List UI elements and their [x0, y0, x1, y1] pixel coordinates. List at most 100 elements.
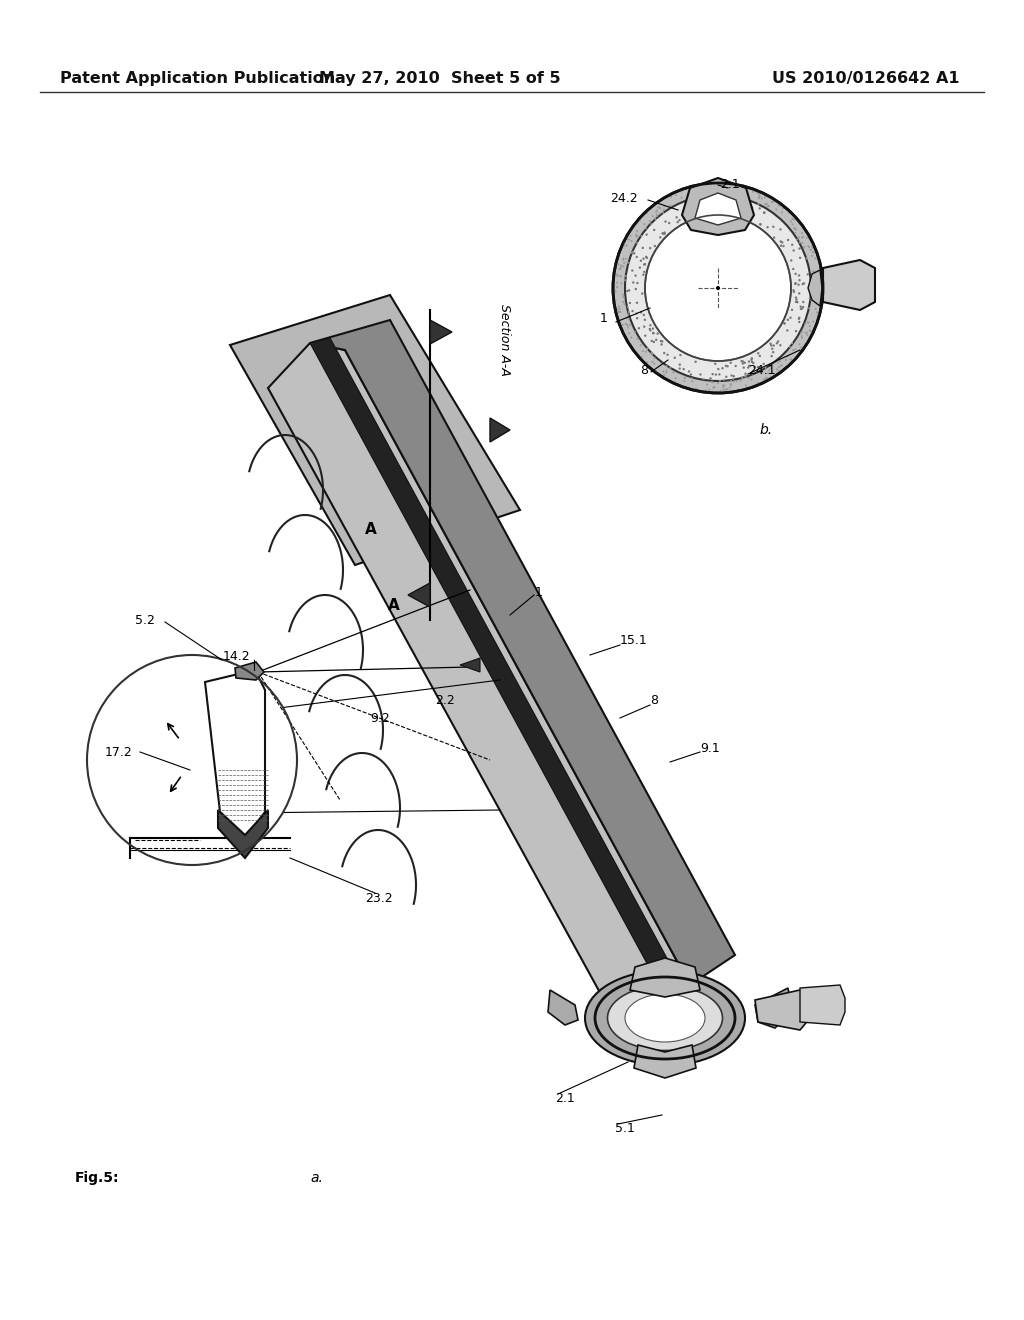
Circle shape: [754, 191, 756, 194]
Circle shape: [669, 206, 671, 209]
Circle shape: [791, 319, 794, 321]
Circle shape: [613, 183, 823, 393]
Circle shape: [664, 223, 667, 226]
Circle shape: [676, 360, 678, 362]
Circle shape: [618, 300, 621, 301]
Circle shape: [814, 322, 816, 323]
Circle shape: [714, 367, 717, 370]
Circle shape: [774, 234, 776, 236]
Circle shape: [669, 362, 671, 364]
Circle shape: [798, 290, 800, 293]
Circle shape: [627, 252, 629, 253]
Circle shape: [777, 367, 779, 368]
Circle shape: [805, 234, 807, 236]
Circle shape: [637, 232, 639, 234]
Circle shape: [709, 366, 712, 368]
Circle shape: [798, 255, 800, 257]
Circle shape: [618, 293, 621, 294]
Circle shape: [698, 372, 701, 375]
Circle shape: [797, 239, 799, 242]
Circle shape: [673, 359, 675, 360]
Circle shape: [687, 379, 689, 380]
Circle shape: [800, 243, 802, 244]
Circle shape: [687, 197, 689, 198]
Circle shape: [649, 335, 651, 338]
Circle shape: [813, 275, 815, 277]
Circle shape: [624, 329, 626, 331]
Circle shape: [629, 331, 631, 334]
Polygon shape: [755, 987, 792, 1028]
Polygon shape: [408, 583, 430, 607]
Circle shape: [649, 211, 651, 214]
Ellipse shape: [625, 994, 705, 1041]
Circle shape: [810, 257, 812, 260]
Circle shape: [769, 226, 771, 228]
Circle shape: [734, 360, 736, 363]
Circle shape: [636, 345, 638, 346]
Circle shape: [681, 379, 683, 381]
Circle shape: [721, 371, 724, 374]
Circle shape: [637, 282, 640, 285]
Circle shape: [781, 220, 783, 223]
Circle shape: [808, 325, 809, 326]
Circle shape: [808, 308, 810, 310]
Circle shape: [786, 246, 788, 248]
Circle shape: [819, 301, 821, 302]
Circle shape: [629, 321, 631, 322]
Circle shape: [795, 346, 797, 347]
Circle shape: [800, 276, 803, 277]
Circle shape: [706, 197, 709, 199]
Circle shape: [800, 267, 802, 269]
Circle shape: [635, 312, 637, 314]
Polygon shape: [310, 319, 735, 985]
Circle shape: [772, 236, 775, 239]
Circle shape: [819, 279, 821, 280]
Circle shape: [639, 354, 641, 356]
Circle shape: [773, 210, 775, 213]
Circle shape: [749, 199, 751, 202]
Circle shape: [703, 374, 706, 376]
Text: 15.1: 15.1: [620, 634, 648, 647]
Circle shape: [654, 356, 656, 358]
Circle shape: [782, 244, 784, 246]
Circle shape: [778, 371, 780, 374]
Circle shape: [791, 227, 793, 230]
Circle shape: [622, 269, 624, 272]
Circle shape: [812, 276, 814, 279]
Circle shape: [684, 193, 686, 195]
Circle shape: [622, 281, 624, 284]
Text: A: A: [365, 523, 377, 537]
Circle shape: [758, 222, 760, 224]
Circle shape: [730, 193, 732, 194]
Circle shape: [807, 312, 809, 314]
Polygon shape: [460, 657, 480, 672]
Circle shape: [803, 232, 805, 235]
Circle shape: [673, 194, 675, 197]
Circle shape: [809, 293, 811, 296]
Circle shape: [777, 343, 779, 346]
Circle shape: [617, 289, 620, 292]
Circle shape: [814, 293, 816, 296]
Polygon shape: [808, 271, 822, 306]
Circle shape: [794, 275, 797, 277]
Text: 2.2: 2.2: [435, 693, 455, 706]
Circle shape: [790, 240, 793, 243]
Circle shape: [743, 385, 745, 388]
Circle shape: [804, 251, 806, 253]
Circle shape: [697, 202, 699, 205]
Circle shape: [618, 271, 621, 273]
Circle shape: [633, 321, 636, 323]
Circle shape: [798, 317, 801, 319]
Circle shape: [657, 226, 660, 228]
Circle shape: [756, 381, 758, 383]
Circle shape: [809, 255, 811, 257]
Circle shape: [699, 191, 701, 193]
Circle shape: [633, 309, 636, 312]
Circle shape: [811, 292, 813, 294]
Circle shape: [804, 322, 806, 323]
Circle shape: [641, 356, 643, 359]
Polygon shape: [205, 671, 265, 838]
Circle shape: [625, 195, 811, 381]
Circle shape: [653, 364, 655, 367]
Text: Section A-A: Section A-A: [498, 304, 511, 376]
